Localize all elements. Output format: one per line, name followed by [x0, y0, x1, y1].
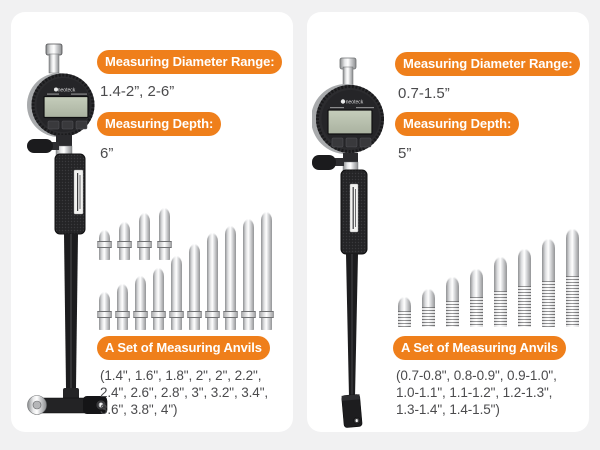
- brand-text: neoteck: [58, 88, 76, 94]
- brand-text: neoteck: [346, 100, 364, 106]
- anvil-threads: [542, 281, 555, 327]
- measuring-anvil: [137, 213, 152, 260]
- diameter-range-badge: Measuring Diameter Range:: [97, 50, 283, 74]
- anvil-sizes-line: 3.6", 3.8", 4"): [100, 402, 178, 417]
- anvil-threads: [494, 290, 507, 327]
- gauge-stem: [48, 53, 60, 74]
- measuring-anvil: [494, 257, 507, 327]
- anvil-collar-ring: [187, 311, 202, 318]
- measuring-anvil: [566, 229, 579, 327]
- dial-spec-text-right: [71, 93, 87, 95]
- grip-label: [349, 183, 359, 233]
- bore-gauge-photo-large: neoteck: [27, 43, 108, 415]
- measuring-anvil: [157, 208, 172, 260]
- gauge-neck: [56, 135, 72, 149]
- knob-connector: [334, 158, 344, 166]
- anvil-collar-ring: [115, 311, 130, 318]
- measuring-anvil: [187, 244, 202, 330]
- anvil-set-badge: A Set of Measuring Anvils: [97, 336, 270, 360]
- anvil-sizes-line: 2.4", 2.6", 2.8", 3", 3.2", 3.4",: [100, 385, 269, 400]
- measuring-anvil: [446, 277, 459, 327]
- anvil-threads: [566, 276, 579, 327]
- measuring-anvil: [151, 268, 166, 330]
- head-end-screw: [98, 402, 104, 408]
- gauge-buttons: [331, 137, 372, 148]
- measuring-anvil: [518, 249, 531, 327]
- anvil-sizes-list: (1.4", 1.6", 1.8", 2", 2", 2.2", 2.4", 2…: [100, 367, 268, 418]
- measuring-anvil: [97, 230, 112, 260]
- depth-value: 6”: [100, 145, 114, 162]
- measuring-anvil: [542, 239, 555, 327]
- gauge-stem: [342, 66, 354, 87]
- measuring-anvil: [115, 284, 130, 330]
- anvil-sizes-line: (1.4", 1.6", 1.8", 2", 2", 2.2",: [100, 368, 262, 383]
- measuring-anvil: [259, 212, 274, 330]
- brand-logo-icon: [54, 87, 58, 92]
- dial-spec-text-left: [47, 93, 59, 95]
- anvil-sizes-line: 1.3-1.4", 1.4-1.5"): [396, 402, 500, 417]
- anvil-collar-ring: [151, 311, 166, 318]
- measuring-anvil: [97, 292, 112, 330]
- depth-badge: Measuring Depth:: [395, 112, 520, 136]
- anvil-collar-ring: [97, 311, 112, 318]
- dial-spec-text-right: [356, 107, 374, 109]
- anvil-collar-ring: [133, 311, 148, 318]
- measuring-anvil: [169, 256, 184, 330]
- anvil-threads: [470, 296, 483, 327]
- anvil-threads: [422, 307, 435, 327]
- anvil-collar-ring: [117, 241, 132, 248]
- gauge-buttons: [47, 120, 88, 130]
- anvil-sizes-list: (0.7-0.8", 0.8-0.9", 0.9-1.0", 1.0-1.1",…: [396, 367, 557, 418]
- measuring-anvil: [117, 222, 132, 260]
- anvil-collar-ring: [259, 311, 274, 318]
- bore-gauge-photo-small: neoteck: [312, 57, 384, 428]
- measuring-foot: [341, 394, 363, 428]
- anvil-collar-ring: [137, 241, 152, 248]
- anvil-collar-ring: [223, 311, 238, 318]
- anvil-collar-ring: [205, 311, 220, 318]
- anvil-collar-ring: [169, 311, 184, 318]
- measuring-anvil: [205, 233, 220, 330]
- anvil-set-row: [398, 227, 579, 327]
- diameter-range-value: 1.4-2”, 2-6”: [100, 83, 175, 100]
- depth-value: 5”: [398, 145, 412, 162]
- brand-logo-icon: [340, 99, 346, 104]
- lcd-display: [43, 95, 89, 119]
- anvil-threads: [398, 311, 411, 327]
- anvil-set-bottom-row: [97, 210, 274, 330]
- anvil-threads: [518, 286, 531, 327]
- dial-spec-text-left: [330, 107, 344, 109]
- product-card-large-bore-gauge: neoteck Measuring Diamet: [11, 12, 293, 432]
- depth-badge: Measuring Depth:: [97, 112, 222, 136]
- diameter-range-value: 0.7-1.5”: [398, 85, 450, 102]
- anvil-set-badge: A Set of Measuring Anvils: [393, 336, 566, 360]
- head-disc-screw: [32, 400, 42, 410]
- side-knob: [27, 139, 53, 153]
- gauge-top-cap: [45, 43, 63, 56]
- anvil-collar-ring: [97, 241, 112, 248]
- anvil-set-top-row: [97, 196, 172, 260]
- measuring-anvil: [223, 226, 238, 330]
- lcd-display: [327, 109, 373, 135]
- anvil-sizes-line: (0.7-0.8", 0.8-0.9", 0.9-1.0",: [396, 368, 557, 383]
- measuring-anvil: [398, 297, 411, 327]
- anvil-threads: [446, 301, 459, 327]
- diameter-range-badge: Measuring Diameter Range:: [395, 52, 581, 76]
- dial-knurled-edge: [316, 85, 384, 153]
- anvil-collar-ring: [157, 241, 172, 248]
- measuring-anvil: [133, 276, 148, 330]
- measuring-anvil: [241, 219, 256, 330]
- side-knob: [312, 155, 336, 170]
- grip-label: [73, 169, 84, 215]
- knob-connector: [51, 142, 59, 150]
- measuring-anvil: [470, 269, 483, 327]
- anvil-collar-ring: [241, 311, 256, 318]
- anvil-sizes-line: 1.0-1.1", 1.1-1.2", 1.2-1.3",: [396, 385, 553, 400]
- measuring-anvil: [422, 289, 435, 327]
- product-card-small-bore-gauge: neoteck Measuring Diameter Range: 0.7-1: [307, 12, 589, 432]
